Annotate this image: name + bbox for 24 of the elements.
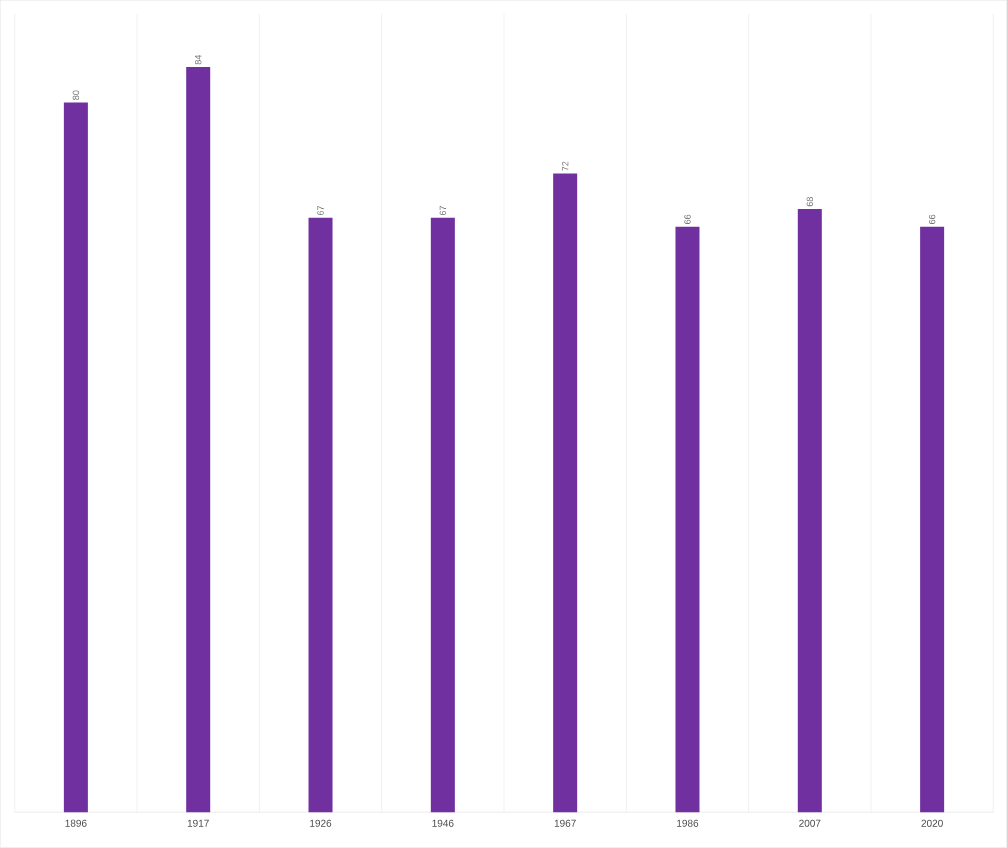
bar <box>553 173 578 813</box>
x-tick-label: 2020 <box>921 819 943 827</box>
data-label: 72 <box>562 161 569 171</box>
data-label: 80 <box>72 90 80 100</box>
x-tick-label: 1917 <box>187 819 209 827</box>
bar <box>675 226 700 813</box>
x-tick-label: 1896 <box>65 819 87 827</box>
data-label: 67 <box>439 206 447 216</box>
data-label: 66 <box>684 214 691 225</box>
data-label: 67 <box>317 206 324 216</box>
bar <box>308 217 333 813</box>
bar <box>186 66 211 813</box>
x-tick-label: 1946 <box>432 819 454 827</box>
x-tick-label: 1967 <box>554 819 576 827</box>
data-label: 84 <box>195 55 202 65</box>
data-label: 68 <box>806 197 813 207</box>
bar <box>920 226 945 813</box>
data-label: 66 <box>928 214 936 225</box>
x-tick-label: 1986 <box>677 819 699 827</box>
bar <box>430 217 455 813</box>
x-tick-label: 2007 <box>799 819 821 827</box>
bar <box>63 102 88 813</box>
bar <box>797 208 822 813</box>
x-tick-label: 1926 <box>310 819 332 827</box>
